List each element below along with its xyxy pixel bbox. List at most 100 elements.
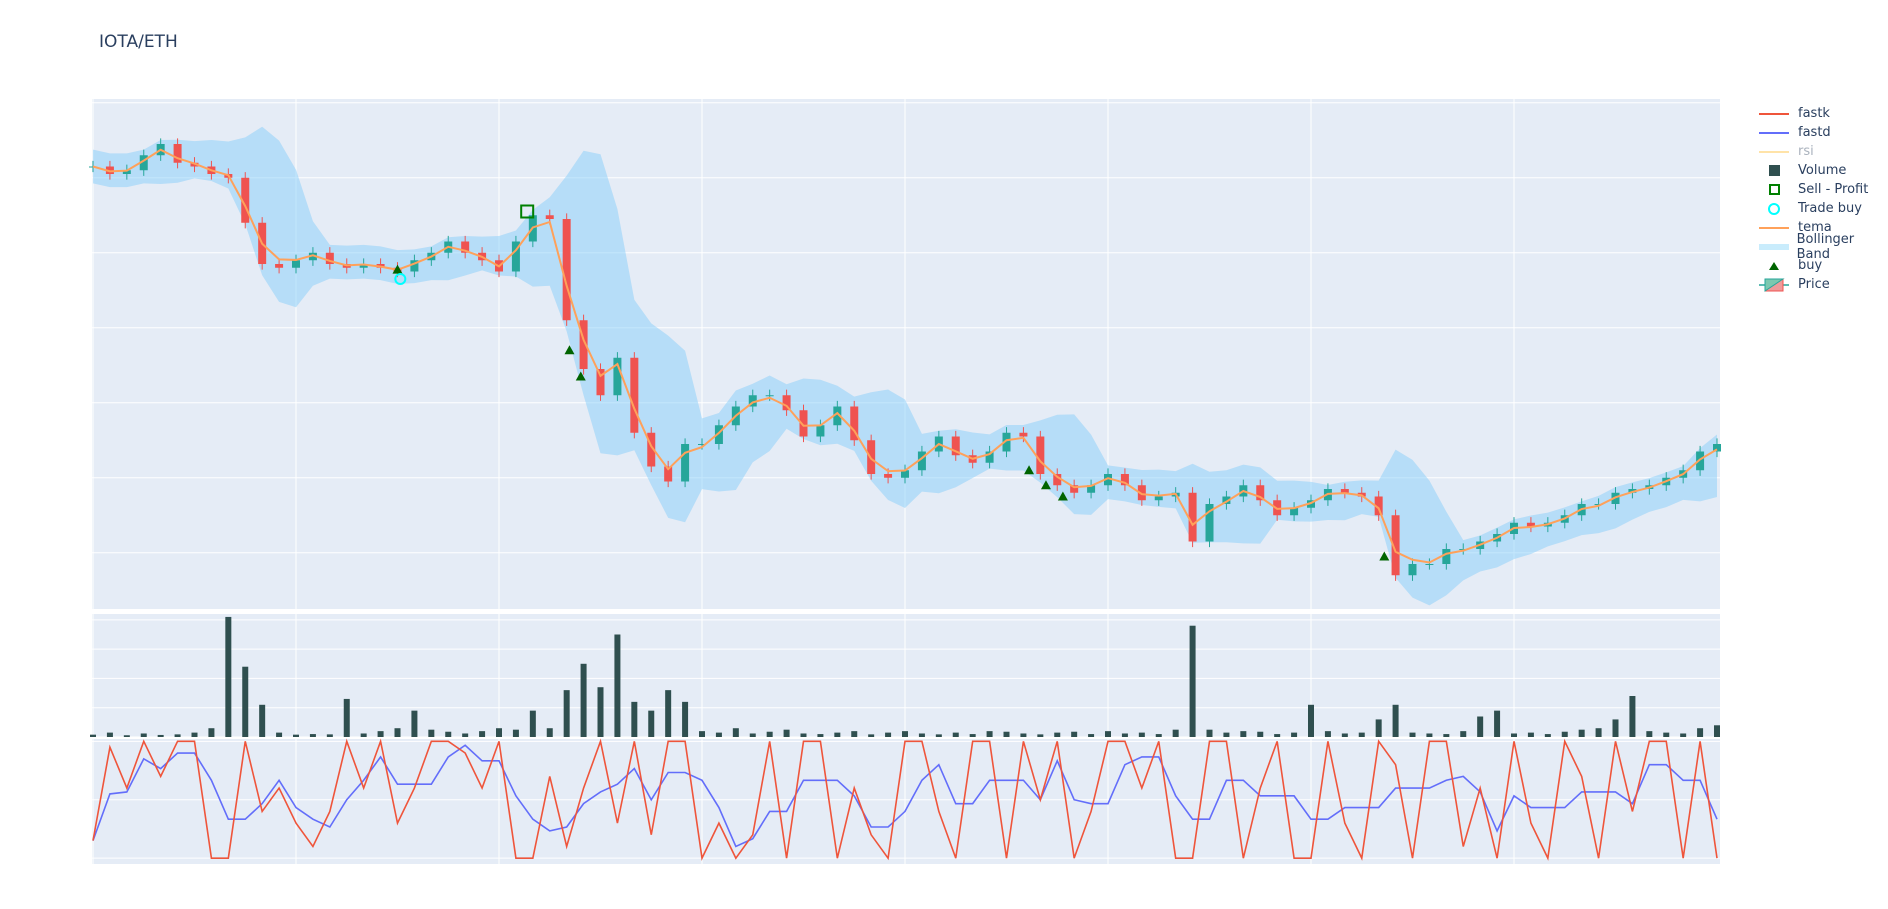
volume-bar xyxy=(1544,734,1551,737)
volume-bar xyxy=(1257,731,1264,737)
candle-body xyxy=(1696,451,1705,471)
volume-bar xyxy=(800,733,807,737)
volume-bar xyxy=(1308,704,1314,737)
legend-item-price[interactable]: Price xyxy=(1756,275,1888,294)
candle-body xyxy=(1104,474,1112,486)
legend-item-bollinger-band[interactable]: Bollinger Band xyxy=(1756,232,1888,262)
volume-bar xyxy=(1663,732,1670,737)
volume-bar xyxy=(1527,732,1534,737)
legend-label: buy xyxy=(1798,258,1823,273)
candle-body xyxy=(105,166,114,174)
candle-body xyxy=(799,410,808,437)
legend-item-rsi[interactable]: rsi xyxy=(1756,142,1888,161)
volume-bar xyxy=(360,733,367,737)
volume-bar xyxy=(1358,732,1365,737)
candle-body xyxy=(765,395,774,397)
candle-body xyxy=(410,260,419,272)
candle-body xyxy=(1205,504,1214,542)
volume-bar xyxy=(1392,704,1399,737)
candle-body xyxy=(562,219,571,321)
volume-bar xyxy=(1578,729,1585,737)
candle-body xyxy=(1019,432,1028,437)
candle-body xyxy=(698,444,706,445)
volume-bar xyxy=(1172,729,1179,737)
candle-body xyxy=(1120,474,1129,486)
volume-bar xyxy=(1595,728,1602,737)
candle-body xyxy=(748,395,757,407)
volume-bar xyxy=(1155,734,1162,737)
volume-bar xyxy=(732,728,739,737)
volume-bar xyxy=(208,728,215,737)
candle-body xyxy=(579,320,588,369)
candle-body xyxy=(1087,485,1096,493)
legend-item-tema[interactable]: tema xyxy=(1756,218,1888,237)
volume-bar xyxy=(309,734,316,737)
volume-bar xyxy=(1697,728,1704,737)
buy-marker xyxy=(564,345,575,355)
candle-body xyxy=(1002,432,1011,452)
volume-bar xyxy=(1714,725,1720,737)
candle-body xyxy=(681,444,690,482)
volume-bar xyxy=(1189,625,1196,737)
candle-body xyxy=(511,241,520,272)
volume-bar xyxy=(1443,734,1450,737)
volume-bar xyxy=(140,733,147,737)
legend-label: Bollinger Band xyxy=(1796,231,1855,262)
volume-bar xyxy=(529,710,536,737)
volume-bar xyxy=(1206,729,1213,737)
legend-item-fastk[interactable]: fastk xyxy=(1756,104,1888,123)
legend-item-trade-buy[interactable]: Trade buy xyxy=(1756,199,1888,218)
volume-bar xyxy=(1646,731,1653,737)
volume-bar xyxy=(563,690,570,737)
volume-bar xyxy=(783,729,790,737)
volume-bar xyxy=(1629,696,1636,737)
volume-bar xyxy=(699,731,705,737)
volume-bar xyxy=(1088,734,1095,737)
volume-bar xyxy=(1460,731,1467,737)
legend-item-fastd[interactable]: fastd xyxy=(1756,123,1888,142)
fastd-line xyxy=(92,744,1718,848)
legend-label: fastk xyxy=(1798,106,1830,121)
buy-marker xyxy=(1379,551,1390,561)
volume-bar xyxy=(902,731,908,737)
volume-bar xyxy=(123,735,130,737)
candle-body xyxy=(1526,522,1535,527)
volume-bar xyxy=(411,710,418,737)
volume-bar xyxy=(546,728,553,737)
volume-bar xyxy=(1511,733,1517,737)
volume-bar xyxy=(157,734,164,737)
volume-panel-bg xyxy=(92,614,1720,737)
volume-bar xyxy=(682,701,689,737)
volume-bar xyxy=(106,732,113,737)
volume-bar xyxy=(259,704,266,737)
candle-body xyxy=(241,177,250,223)
legend-label: Trade buy xyxy=(1798,201,1862,216)
volume-bar xyxy=(597,687,604,737)
volume-bar xyxy=(479,731,486,737)
legend-item-volume[interactable]: Volume xyxy=(1756,161,1888,180)
volume-bar xyxy=(918,733,925,737)
legend-label: rsi xyxy=(1798,144,1814,159)
volume-bar xyxy=(174,734,181,737)
candle-body xyxy=(1374,496,1383,516)
legend-item-sell-profit[interactable]: Sell - Profit xyxy=(1756,180,1888,199)
volume-bar xyxy=(1341,733,1348,737)
buy-marker xyxy=(1024,465,1035,475)
volume-bar xyxy=(1680,733,1687,737)
volume-bar xyxy=(969,734,976,737)
volume-bar xyxy=(1324,731,1331,737)
buy-marker xyxy=(575,371,586,381)
volume-bar xyxy=(868,734,875,737)
volume-bar xyxy=(851,731,858,737)
sell-profit-marker xyxy=(520,204,535,219)
volume-bar xyxy=(462,733,469,737)
legend-item-buy[interactable]: buy xyxy=(1756,256,1888,275)
band-legend-icon xyxy=(1759,244,1789,250)
buy-marker xyxy=(1057,491,1068,501)
circle-open-legend-icon xyxy=(1768,203,1780,215)
volume-bar xyxy=(665,690,672,737)
volume-bar xyxy=(90,734,96,737)
candle-body xyxy=(275,264,284,268)
legend-label: Volume xyxy=(1798,163,1847,178)
line-legend-icon xyxy=(1759,151,1789,153)
